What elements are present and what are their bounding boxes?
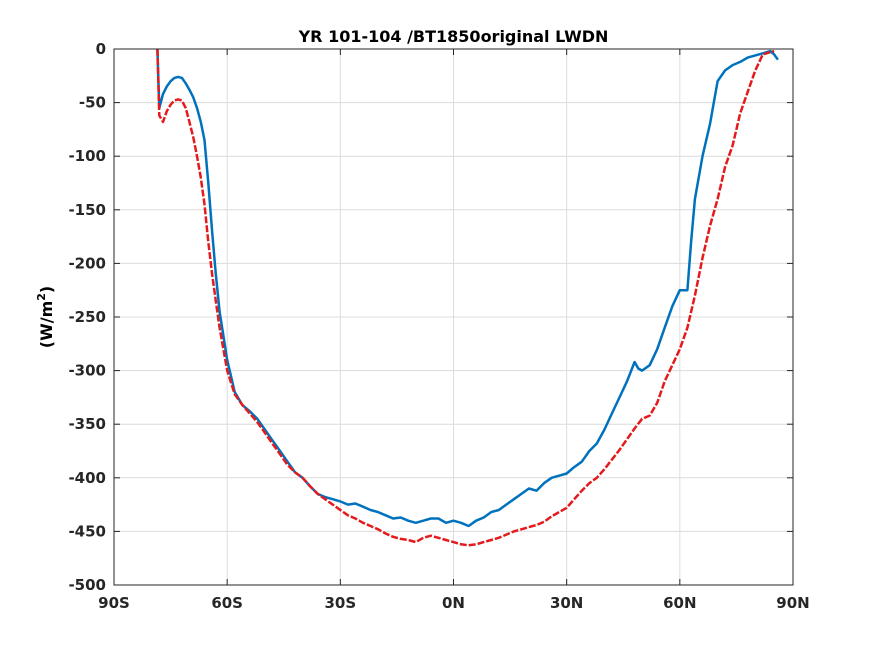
y-tick-label: -400 [68,469,106,487]
series-group [156,48,779,547]
y-tick-label: -300 [68,362,106,380]
chart-title: YR 101-104 /BT1850original LWDN [298,27,609,46]
series-line-1 [156,48,779,528]
y-tick-label: -200 [68,254,106,272]
y-axis-label: (W/m2) [35,286,56,348]
y-axis-label-close: ) [37,286,56,293]
y-tick-label: -450 [68,522,106,540]
x-tick-label: 30N [550,594,583,612]
y-tick-label: -500 [68,576,106,594]
y-tick-label: -250 [68,308,106,326]
series-line-2 [156,48,775,547]
y-axis-label-superscript: 2 [35,293,48,301]
y-tick-label: 0 [96,40,106,58]
y-axis-label-main: (W/m [37,301,56,348]
x-tick-label: 90S [98,594,130,612]
x-tick-label: 30S [324,594,356,612]
y-tick-label: -50 [79,94,106,112]
x-tick-label: 60N [663,594,696,612]
y-tick-label: -100 [68,147,106,165]
x-tick-label: 90N [776,594,809,612]
y-tick-label: -350 [68,415,106,433]
x-tick-label: 0N [442,594,465,612]
x-tick-label: 60S [211,594,243,612]
y-tick-label: -150 [68,201,106,219]
ticks: 90S 60S 30S 0N 30N 60N 90N-500-450-400-350-300… [68,40,809,612]
